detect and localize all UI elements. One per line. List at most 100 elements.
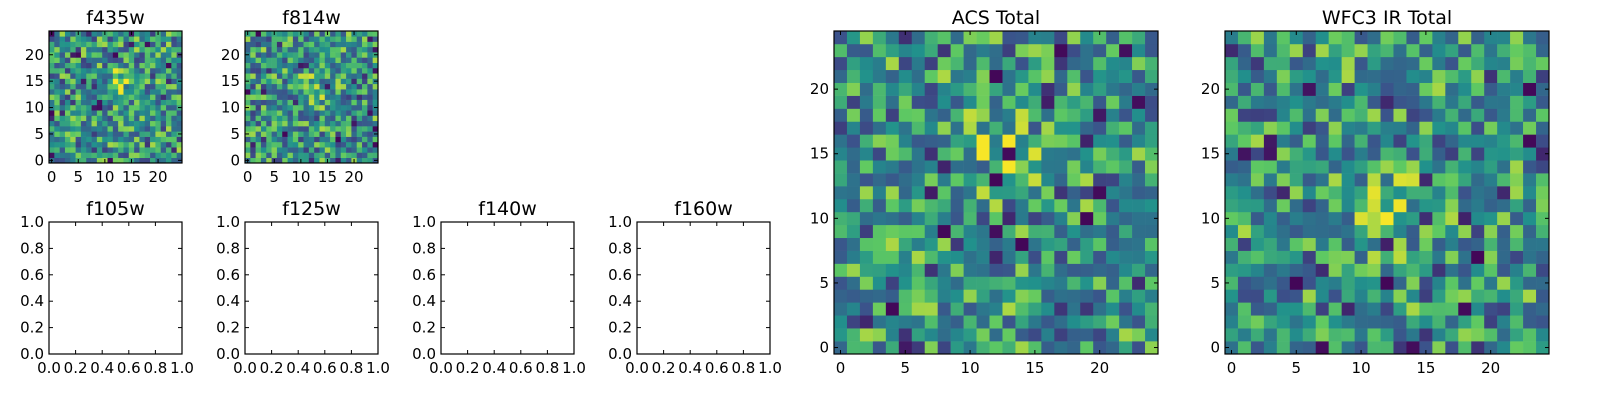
heatmap-cell — [266, 147, 272, 153]
heatmap-cell — [298, 57, 304, 63]
heatmap-cell — [266, 141, 272, 148]
heatmap-cell — [1237, 186, 1252, 200]
heatmap-cell — [64, 31, 71, 37]
heatmap-cell — [298, 120, 304, 127]
heatmap-cell — [324, 83, 331, 90]
heatmap-cell — [282, 62, 288, 69]
heatmap-cell — [1080, 134, 1094, 148]
y-tick-label: 15 — [221, 72, 240, 90]
heatmap-cell — [1067, 237, 1081, 251]
heatmap-cell — [1080, 328, 1094, 342]
heatmap-cell — [112, 120, 119, 127]
heatmap-cell — [351, 131, 358, 137]
heatmap-cell — [1393, 289, 1407, 303]
heatmap-cell — [128, 136, 135, 143]
heatmap-cell — [335, 78, 342, 85]
heatmap-cell — [86, 78, 92, 85]
heatmap-cell — [287, 115, 294, 122]
heatmap-cell — [1002, 263, 1016, 277]
heatmap-cell — [1119, 250, 1133, 264]
heatmap-cell — [80, 41, 87, 48]
heatmap-cell — [287, 83, 294, 90]
heatmap-cell — [324, 141, 331, 148]
heatmap-cell — [898, 108, 913, 122]
heatmap-cell — [976, 173, 990, 187]
heatmap-cell — [362, 73, 368, 79]
heatmap-cell — [1237, 31, 1252, 45]
heatmap-cell — [139, 147, 146, 153]
panel-title: f140w — [478, 198, 537, 220]
heatmap-cell — [276, 62, 283, 69]
heatmap-cell — [1119, 263, 1133, 277]
heatmap-cell — [898, 186, 913, 200]
heatmap-cell — [1263, 43, 1278, 58]
heatmap-cell — [1119, 186, 1133, 200]
heatmap-cell — [1093, 43, 1107, 58]
heatmap-cell — [1119, 95, 1133, 109]
heatmap-cell — [298, 126, 304, 132]
heatmap-cell — [287, 152, 294, 159]
heatmap-cell — [1523, 289, 1537, 303]
heatmap-cell — [160, 57, 167, 63]
heatmap-cell — [144, 94, 151, 100]
heatmap-cell — [49, 67, 55, 74]
heatmap-cell — [112, 110, 119, 116]
heatmap-cell — [1119, 43, 1133, 58]
heatmap-cell — [160, 99, 167, 106]
heatmap-cell — [846, 198, 861, 213]
heatmap-cell — [255, 73, 262, 79]
heatmap-cell — [324, 136, 331, 143]
heatmap-cell — [1067, 289, 1081, 303]
heatmap-cell — [1002, 43, 1016, 58]
heatmap-cell — [70, 126, 76, 132]
heatmap-cell — [950, 198, 964, 213]
heatmap-cell — [166, 99, 172, 106]
heatmap-cell — [911, 186, 926, 200]
heatmap-cell — [54, 152, 60, 159]
heatmap-cell — [171, 46, 177, 53]
heatmap-cell — [1432, 341, 1446, 355]
heatmap-cell — [86, 94, 92, 100]
heatmap-cell — [139, 73, 146, 79]
heatmap-cell — [1497, 302, 1511, 316]
heatmap-cell — [49, 152, 55, 159]
heatmap-cell — [276, 73, 283, 79]
heatmap-cell — [96, 31, 103, 37]
y-tick-label: 0.4 — [608, 292, 632, 310]
heatmap-cell — [937, 250, 951, 264]
heatmap-cell — [1523, 186, 1537, 200]
heatmap-cell — [362, 52, 368, 58]
heatmap-cell — [911, 43, 926, 58]
heatmap-cell — [1458, 186, 1472, 200]
axes-frame — [244, 30, 379, 164]
heatmap-cell — [166, 94, 172, 100]
heatmap-cell — [911, 341, 926, 355]
heatmap-cell — [1471, 134, 1485, 148]
heatmap-cell — [91, 115, 98, 122]
heatmap-cell — [59, 157, 66, 164]
heatmap-cell — [1510, 263, 1524, 277]
x-tick-label: 0.8 — [143, 359, 167, 377]
heatmap-cell — [1380, 134, 1394, 148]
heatmap-cell — [1393, 237, 1407, 251]
heatmap-cell — [1510, 31, 1524, 45]
heatmap-cell — [362, 104, 368, 111]
y-tick-label: 20 — [810, 80, 829, 98]
heatmap-cell — [872, 43, 887, 58]
heatmap-cell — [1054, 134, 1068, 148]
heatmap-cell — [150, 83, 156, 90]
heatmap-cell — [1106, 341, 1120, 355]
heatmap-cell — [1354, 43, 1368, 58]
heatmap-cell — [1132, 82, 1146, 96]
heatmap-cell — [356, 41, 363, 48]
heatmap-cell — [96, 89, 103, 95]
heatmap-cell — [1458, 198, 1472, 213]
heatmap-cell — [1002, 56, 1016, 71]
heatmap-cell — [1093, 341, 1107, 355]
heatmap-cell — [834, 250, 848, 264]
heatmap-cell — [1093, 173, 1107, 187]
heatmap-cell — [1367, 224, 1381, 239]
heatmap-cell — [150, 147, 156, 153]
heatmap-cell — [335, 152, 342, 159]
